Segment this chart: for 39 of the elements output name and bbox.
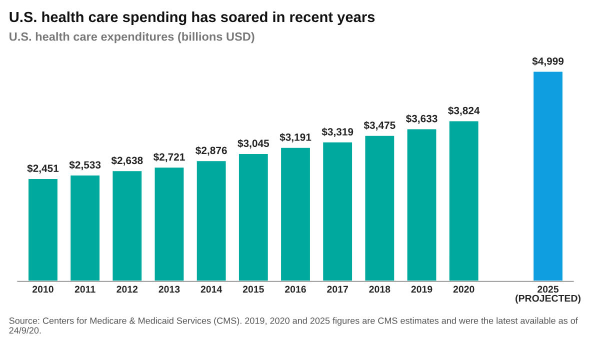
data-label: $2,876	[196, 146, 227, 156]
bar	[532, 70, 564, 282]
bar	[195, 160, 228, 282]
data-label: $3,191	[280, 133, 312, 142]
chart-subtitle: U.S. health care expenditures (billions USD)	[10, 32, 254, 44]
data-label: $3,475	[364, 121, 396, 130]
data-label: $2,451	[27, 164, 59, 174]
chart-title: U.S. health care spending has soared in recent years	[10, 11, 375, 26]
bar	[280, 146, 312, 282]
x-tick-label: 2013	[158, 286, 180, 293]
data-label: $3,319	[322, 128, 354, 138]
bar	[111, 170, 143, 282]
data-label: $3,633	[406, 114, 438, 124]
x-tick-label: 2015	[242, 286, 264, 293]
bar	[27, 178, 59, 282]
data-label: $3,045	[238, 139, 270, 149]
x-tick-label: 2018	[369, 286, 390, 293]
x-tick-label: 2025 (PROJECTED)	[516, 286, 580, 304]
data-label: $3,824	[448, 106, 480, 116]
x-tick-label: 2010	[32, 286, 54, 293]
x-tick-label: 2016	[285, 286, 306, 293]
data-label: $2,638	[111, 156, 143, 166]
bar	[406, 128, 438, 282]
bar	[448, 120, 480, 282]
x-tick-label: 2017	[327, 286, 348, 293]
data-label: $4,999	[532, 57, 564, 66]
source-note: Source: Centers for Medicare & Medicaid Services (CMS). 2019, 2020 and 2025 figures are CMS estimates and were the latest available as of 24/9/20.	[9, 317, 578, 334]
x-tick-label: 2014	[200, 286, 222, 293]
x-tick-label: 2019	[411, 286, 432, 293]
bar	[364, 134, 396, 282]
x-tick-label: 2020	[453, 286, 474, 293]
data-label: $2,533	[69, 160, 101, 170]
bar	[69, 174, 101, 282]
x-tick-label: 2012	[116, 286, 138, 293]
data-label: $2,721	[153, 152, 185, 162]
bar	[238, 152, 270, 282]
x-tick-label: 2011	[74, 286, 96, 293]
bar	[153, 166, 186, 282]
bar	[322, 141, 354, 282]
